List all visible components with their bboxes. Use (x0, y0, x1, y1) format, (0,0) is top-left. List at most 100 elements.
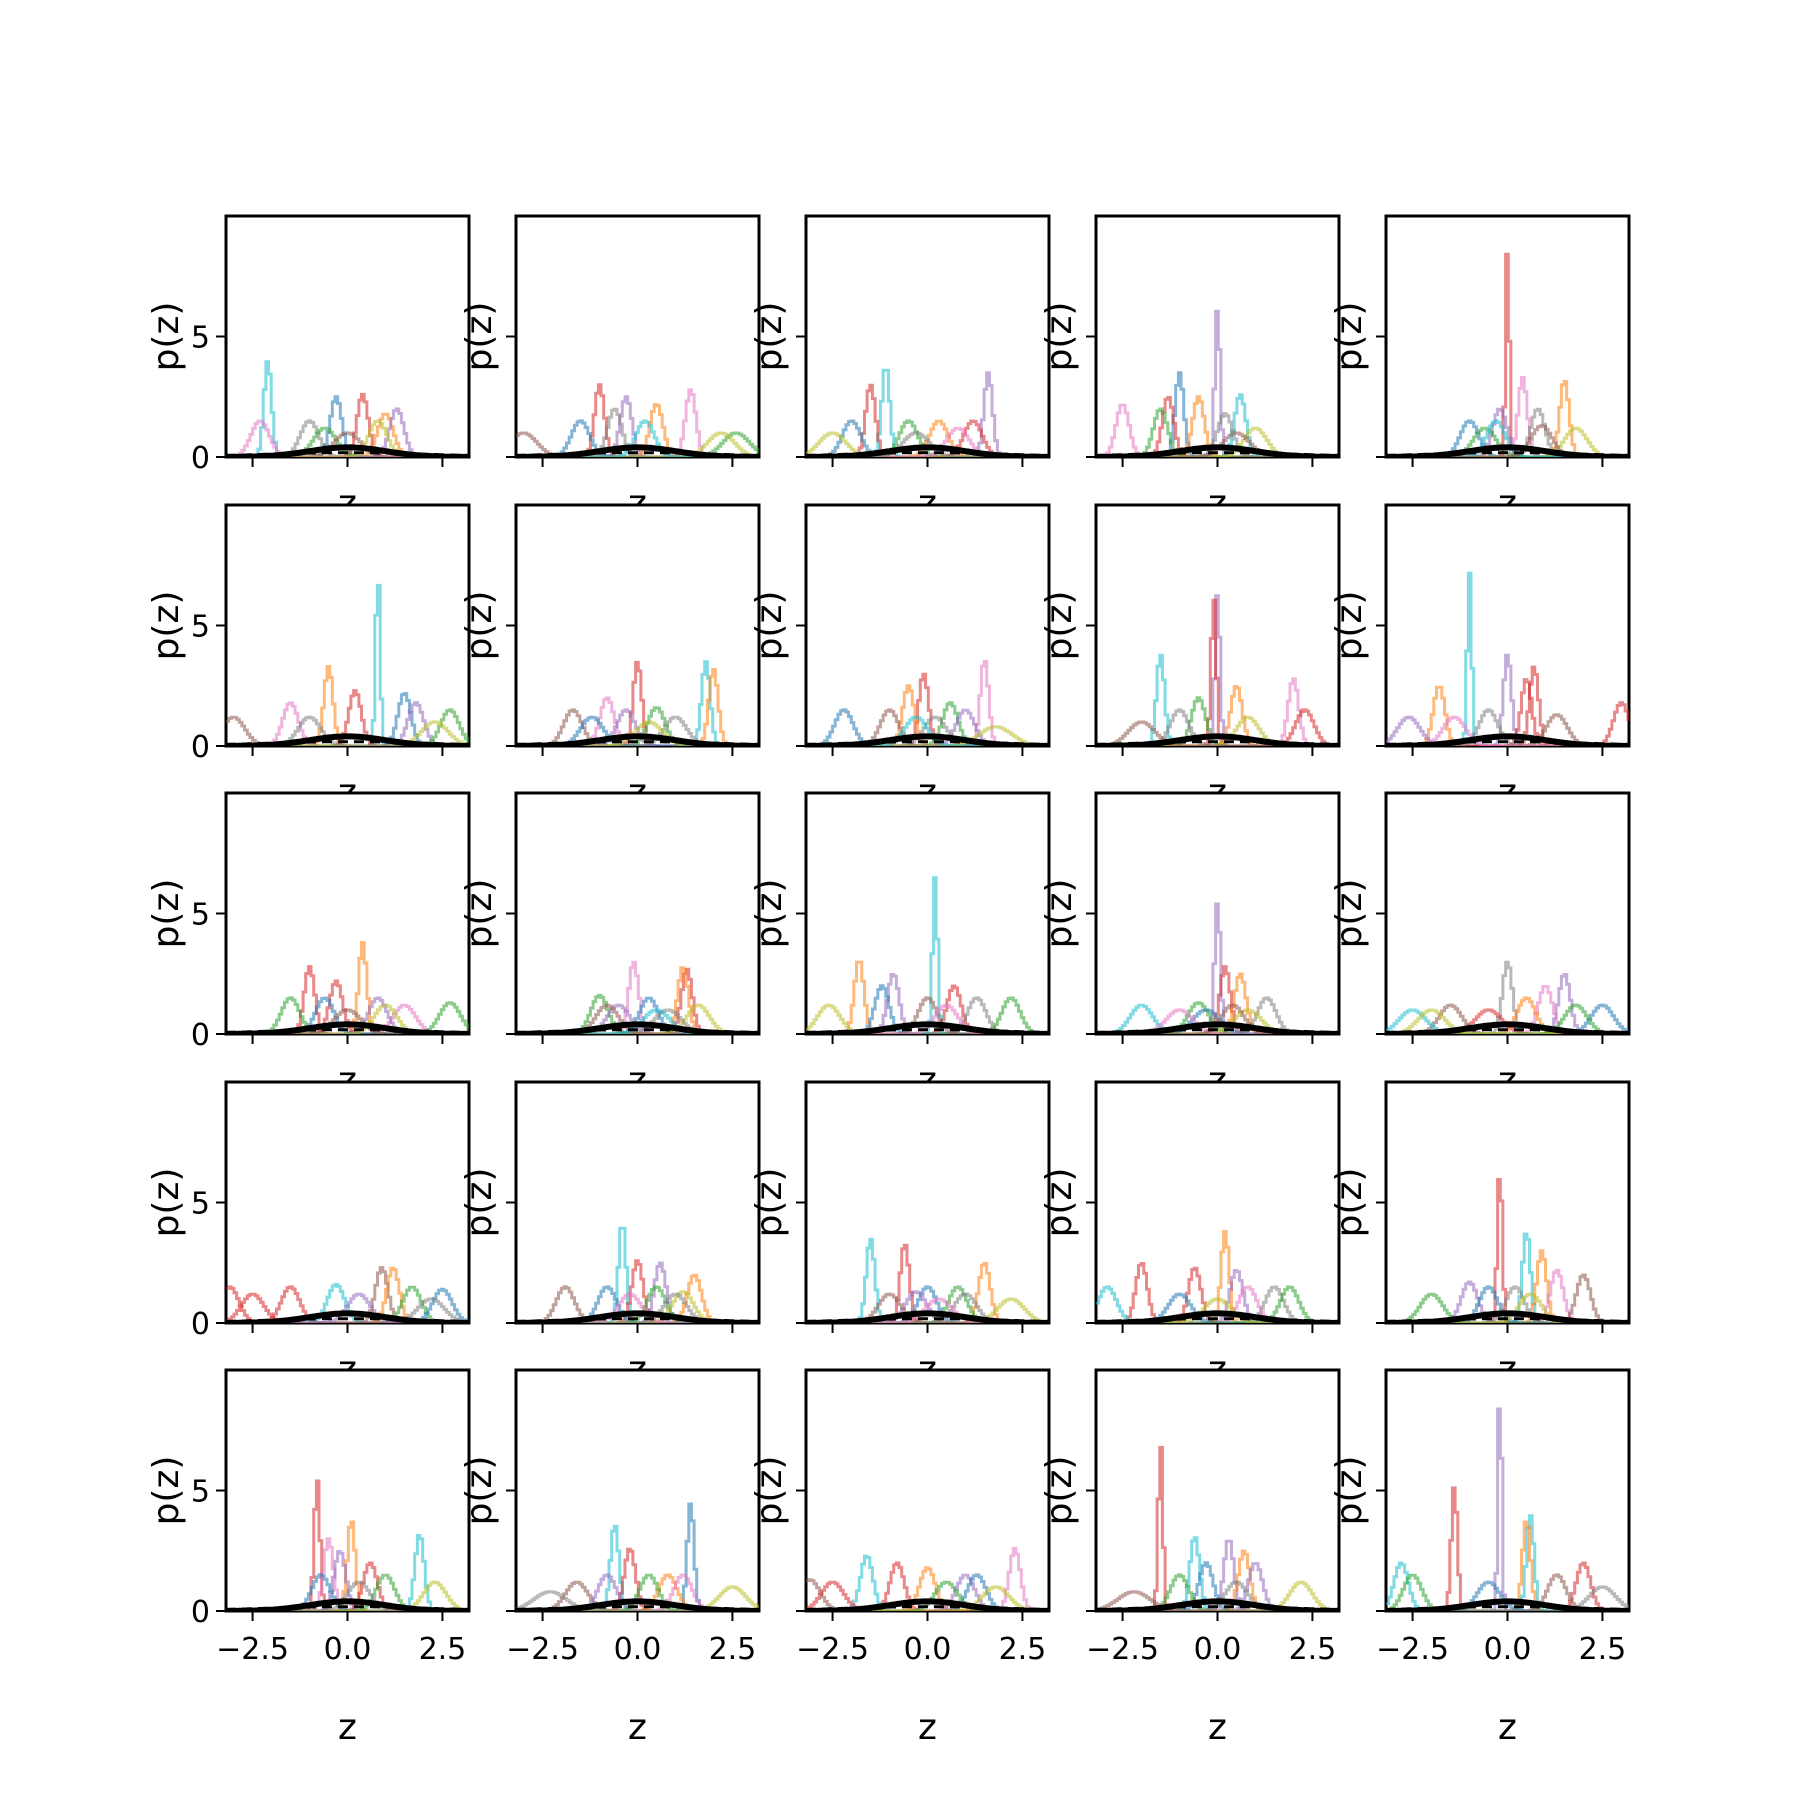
axes-frame (1384, 791, 1631, 1036)
y-tick-label: 5 (191, 610, 210, 645)
y-tick-label: 0 (191, 730, 210, 765)
subplot-5-5: −2.5 0.0 2.5 z p(z) (1329, 1368, 1631, 1748)
posterior-series-7 (806, 1003, 1049, 1034)
posterior-series-7 (1386, 1573, 1629, 1611)
posterior-series-6 (806, 996, 1049, 1034)
posterior-series-5 (226, 1550, 469, 1611)
posterior-series-3 (516, 403, 759, 457)
posterior-series-9 (806, 1580, 1049, 1611)
y-tick-label: 5 (191, 1187, 210, 1222)
x-tick-label: 0.0 (614, 1632, 662, 1667)
posterior-series-7 (806, 1578, 1049, 1611)
y-tick-label: 0 (191, 441, 210, 476)
x-axis-label: z (628, 1707, 647, 1748)
posterior-series-1 (806, 876, 1049, 1034)
subplot-3-4: zp(z) (1039, 791, 1341, 1101)
posterior-series-1 (1096, 594, 1339, 746)
posterior-series-3 (1096, 1262, 1339, 1323)
posterior-series-10 (806, 1003, 1049, 1034)
subplot-5-2: −2.5 0.0 2.5 z p(z) (459, 1368, 761, 1748)
y-tick-label: 5 (191, 1475, 210, 1510)
y-axis-label: p(z) (146, 1456, 187, 1526)
posterior-series-10 (1386, 1292, 1629, 1323)
posterior-series-2 (516, 668, 759, 746)
plot-area (516, 1502, 759, 1611)
posterior-series-9 (1096, 1285, 1339, 1323)
posterior-series-10 (1386, 1008, 1629, 1034)
reference-solid-curve (516, 1598, 759, 1611)
posterior-series-9 (1386, 1580, 1629, 1611)
posterior-series-5 (1096, 1285, 1339, 1323)
posterior-series-10 (1386, 1585, 1629, 1611)
posterior-series-10 (806, 431, 1049, 457)
axes-frame (804, 1368, 1051, 1613)
posterior-series-1 (516, 960, 759, 1034)
posterior-series-10 (226, 1008, 469, 1034)
reference-dashed-curve (226, 740, 469, 746)
axes-frame (224, 503, 471, 748)
subplot-1-5: zp(z) (1329, 214, 1631, 524)
posterior-series-5 (516, 431, 759, 457)
x-tick-label: 0.0 (1194, 1632, 1242, 1667)
reference-solid-curve (516, 1021, 759, 1034)
posterior-series-9 (1096, 1580, 1339, 1611)
posterior-series-5 (1386, 1561, 1629, 1611)
reference-solid-curve (1096, 444, 1339, 457)
posterior-series-5 (516, 996, 759, 1034)
posterior-series-6 (516, 1003, 759, 1034)
axes-frame (1094, 1080, 1341, 1325)
plot-area (1096, 1230, 1339, 1323)
posterior-series-9 (806, 725, 1049, 746)
subplot-4-2: zp(z) (459, 1080, 761, 1390)
posterior-series-5 (1096, 685, 1339, 746)
reference-solid-curve (806, 444, 1049, 457)
plot-area (516, 1226, 759, 1323)
reference-solid-curve (1386, 1310, 1629, 1323)
posterior-series-7 (226, 1292, 469, 1323)
posterior-series-10 (1096, 1297, 1339, 1323)
plot-area (226, 583, 469, 746)
posterior-series-9 (516, 1585, 759, 1611)
plot-area (1386, 960, 1629, 1034)
posterior-series-10 (1096, 720, 1339, 746)
posterior-series-1 (806, 1546, 1049, 1611)
x-axis-label: z (918, 1707, 937, 1748)
posterior-series-9 (1386, 419, 1629, 457)
posterior-series-6 (1386, 1003, 1629, 1034)
reference-dashed-curve (1096, 1605, 1339, 1611)
x-axis-label: z (338, 1707, 357, 1748)
posterior-series-4 (1386, 407, 1629, 457)
posterior-series-3 (516, 1261, 759, 1323)
axes-frame (804, 1080, 1051, 1325)
posterior-series-6 (226, 1001, 469, 1034)
x-tick-label: 2.5 (999, 1632, 1047, 1667)
plot-area (1096, 1445, 1339, 1611)
posterior-series-5 (1386, 678, 1629, 746)
x-axis-label: z (1208, 1707, 1227, 1748)
reference-dashed-curve (1386, 451, 1629, 457)
reference-solid-curve (226, 444, 469, 457)
subplot-2-4: zp(z) (1039, 503, 1341, 813)
posterior-series-6 (1386, 1561, 1629, 1611)
y-tick-label: 5 (191, 321, 210, 356)
y-tick-label: 5 (191, 898, 210, 933)
axes-frame (514, 1368, 761, 1613)
posterior-series-1 (226, 360, 469, 457)
reference-dashed-curve (1096, 451, 1339, 457)
reference-dashed-curve (226, 1317, 469, 1323)
y-axis-label: p(z) (1329, 1456, 1370, 1526)
posterior-series-8 (516, 1573, 759, 1611)
posterior-series-10 (516, 1008, 759, 1034)
posterior-series-3 (516, 1547, 759, 1611)
axes-frame (224, 1080, 471, 1325)
posterior-series-7 (516, 708, 759, 746)
reference-dashed-curve (1386, 740, 1629, 746)
posterior-series-10 (226, 1580, 469, 1611)
y-axis-label: p(z) (459, 302, 500, 372)
reference-dashed-curve (1386, 1605, 1629, 1611)
posterior-series-7 (226, 1573, 469, 1611)
reference-solid-curve (1386, 1598, 1629, 1611)
x-tick-label: −2.5 (796, 1632, 869, 1667)
x-tick-label: 0.0 (324, 1632, 372, 1667)
